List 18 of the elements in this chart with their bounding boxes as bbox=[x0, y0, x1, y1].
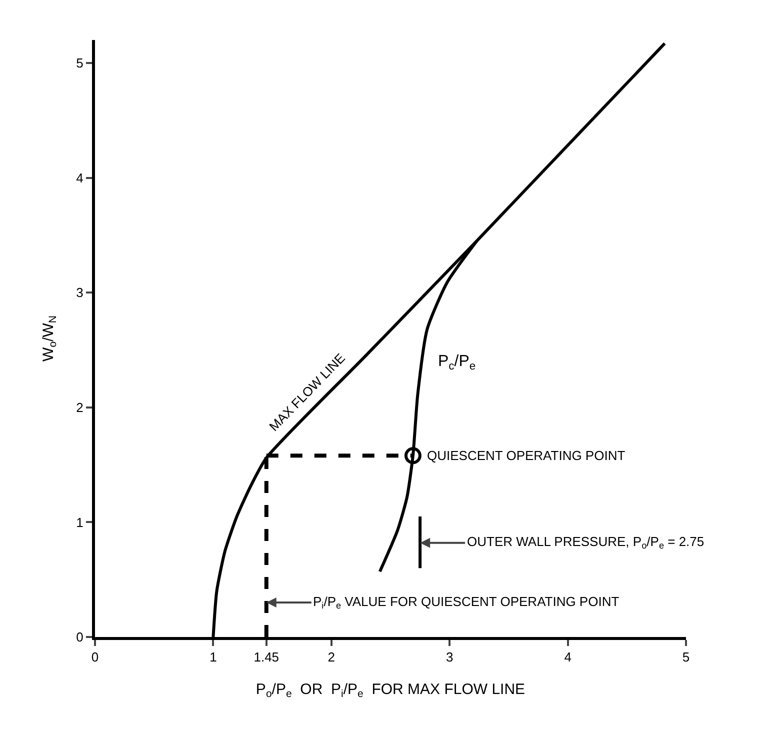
x-tick-label: 1 bbox=[210, 650, 217, 665]
y-tick-label: 1 bbox=[76, 514, 84, 530]
annotation: OUTER WALL PRESSURE, P$_{o}$/P$_{e}$ = 2.75 bbox=[467, 534, 704, 551]
y-tick-label: 0 bbox=[76, 630, 84, 645]
x-tick-label: 2 bbox=[328, 650, 336, 665]
x-tick-label: 3 bbox=[446, 650, 454, 665]
series-label: QUIESCENT OPERATING POINT bbox=[427, 448, 626, 463]
y-tick-label: 2 bbox=[76, 400, 84, 415]
x-tick-label: 0 bbox=[91, 650, 99, 665]
x-tick-label: 5 bbox=[682, 650, 690, 665]
y-tick-label: 3 bbox=[76, 285, 84, 300]
y-tick-label: 4 bbox=[76, 170, 84, 186]
x-tick-label: 1.45 bbox=[254, 650, 280, 665]
annotation: P$_{i}$/P$_{e}$ VALUE FOR QUIESCENT OPERATING POINT bbox=[313, 594, 620, 611]
x-tick-label: 4 bbox=[564, 650, 572, 665]
text: P$_{o}$/P$_{e}$ OR P$_{i}$/P$_{e}$ FOR MAX FLOW LINE bbox=[256, 681, 526, 700]
series-label: P$_{c}$/P$_{e}$ bbox=[438, 353, 476, 372]
y-tick-label: 5 bbox=[76, 56, 84, 71]
